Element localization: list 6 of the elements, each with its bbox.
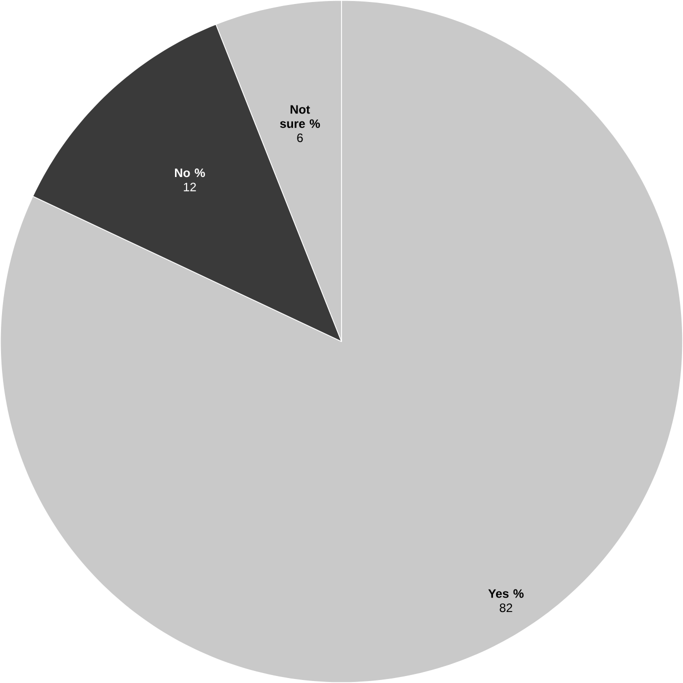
slice-label: No %	[174, 168, 205, 178]
slice-label: Yes %	[488, 589, 524, 598]
slice-label: Not sure %	[280, 105, 320, 128]
data-label: 6	[297, 134, 303, 142]
data-label: 12	[184, 182, 196, 192]
data-label: 82	[500, 603, 512, 612]
